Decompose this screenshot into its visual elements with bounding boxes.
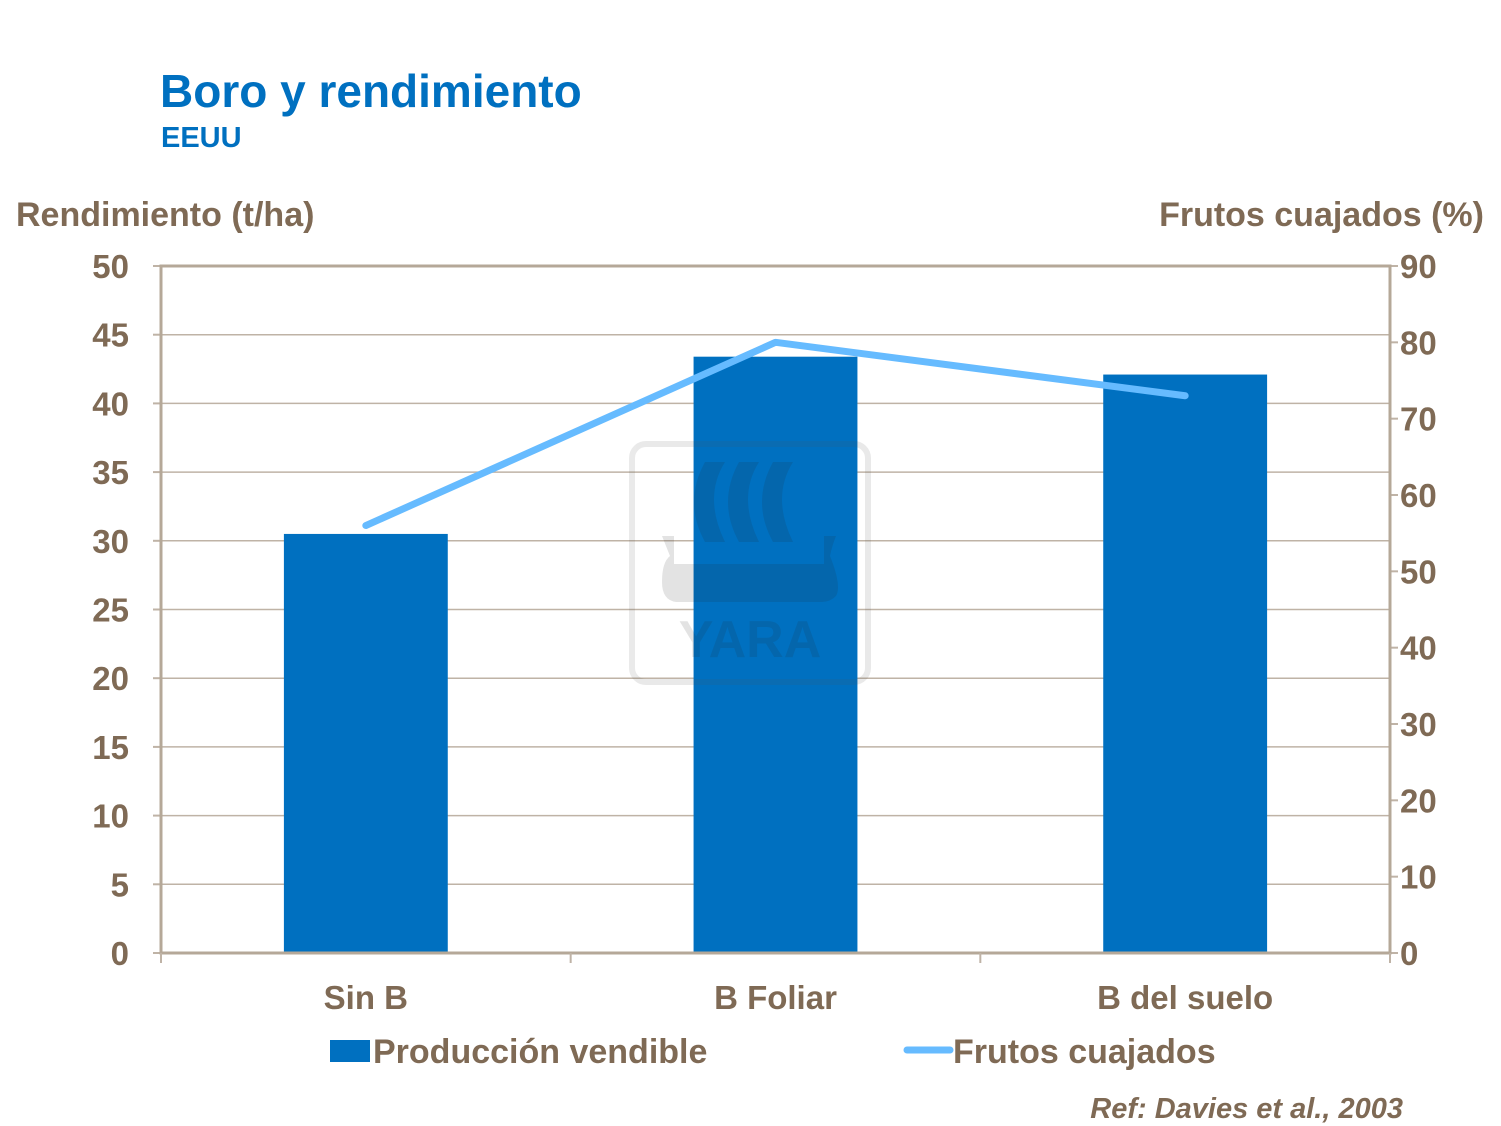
y-tick-label: 10 xyxy=(92,798,129,835)
y2-tick-label: 0 xyxy=(1400,935,1418,972)
legend-label-line: Frutos cuajados xyxy=(953,1033,1216,1071)
legend-label-bar: Producción vendible xyxy=(373,1033,707,1071)
y-tick-label: 35 xyxy=(92,454,129,491)
y-tick-label: 50 xyxy=(92,248,129,285)
y-tick-label: 40 xyxy=(92,385,129,422)
logo-sail xyxy=(728,462,759,542)
logo-ship xyxy=(662,536,838,602)
logo-sail xyxy=(694,462,725,542)
y2-tick-label: 90 xyxy=(1400,248,1437,285)
y-tick-label: 5 xyxy=(111,866,129,903)
y-tick-label: 30 xyxy=(92,523,129,560)
y-tick-label: 15 xyxy=(92,729,129,766)
y-tick-label: 20 xyxy=(92,660,129,697)
logo-text: YARA xyxy=(679,611,822,669)
bar xyxy=(283,533,448,953)
y2-tick-label: 60 xyxy=(1400,477,1437,514)
x-tick-label: B Foliar xyxy=(714,979,837,1016)
bar xyxy=(1103,374,1268,953)
y2-tick-label: 30 xyxy=(1400,706,1437,743)
x-tick-label: Sin B xyxy=(324,979,408,1016)
plot-frame xyxy=(159,264,1392,955)
y-tick-label: 45 xyxy=(92,317,129,354)
bar xyxy=(693,356,858,954)
y2-axis-label: Frutos cuajados (%) xyxy=(1159,196,1484,234)
chart-subtitle: EEUU xyxy=(161,122,242,154)
y2-tick-label: 20 xyxy=(1400,782,1437,819)
y2-tick-label: 70 xyxy=(1400,401,1437,438)
y2-tick-label: 40 xyxy=(1400,630,1437,667)
y-tick-label: 0 xyxy=(111,935,129,972)
yara-logo-watermark: YARA xyxy=(629,441,871,685)
y-axis-label: Rendimiento (t/ha) xyxy=(16,196,315,234)
chart-title: Boro y rendimiento xyxy=(160,65,582,117)
reference-note: Ref: Davies et al., 2003 xyxy=(1090,1093,1403,1125)
y2-tick-label: 80 xyxy=(1400,324,1437,361)
x-tick-label: B del suelo xyxy=(1097,979,1273,1016)
y2-tick-label: 10 xyxy=(1400,859,1437,896)
logo-frame xyxy=(629,441,871,685)
legend-swatch-bar xyxy=(330,1040,370,1062)
y-tick-label: 25 xyxy=(92,592,129,629)
y2-tick-label: 50 xyxy=(1400,553,1437,590)
logo-sail xyxy=(762,462,793,542)
